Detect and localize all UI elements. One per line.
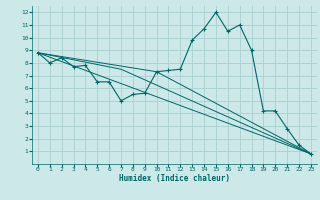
X-axis label: Humidex (Indice chaleur): Humidex (Indice chaleur) [119,174,230,183]
